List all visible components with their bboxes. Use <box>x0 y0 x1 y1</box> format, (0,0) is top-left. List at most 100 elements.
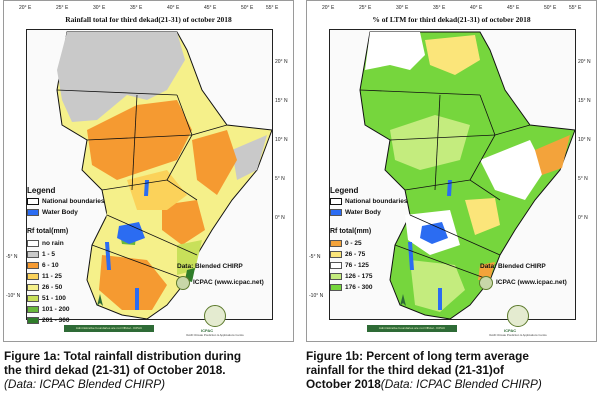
lon-tick: 50° E <box>241 5 254 11</box>
class-swatch <box>27 240 39 247</box>
rain-class-6-10 <box>99 255 167 310</box>
caption-line-3: October 2018 <box>306 377 381 391</box>
rain-class-1-5 <box>232 135 267 180</box>
lake-tanganyika <box>105 242 111 270</box>
legend-class: 26 - 75 <box>330 250 365 259</box>
class-label: 176 - 300 <box>345 284 373 291</box>
icpac-logo-icon <box>507 305 529 327</box>
class-label: 6 - 10 <box>42 262 59 269</box>
lake-turkana <box>144 180 149 196</box>
legend-title: Legend <box>27 186 56 195</box>
class-swatch <box>330 251 342 258</box>
lake-victoria <box>117 222 145 244</box>
legend-title: Legend <box>330 186 359 195</box>
lat-tick: 10° N <box>275 137 288 143</box>
lon-tick: 40° E <box>167 5 180 11</box>
class-swatch <box>27 317 39 324</box>
legend-class: 51 - 100 <box>27 294 66 303</box>
pct-class-126-175 <box>410 260 465 312</box>
class-swatch <box>330 273 342 280</box>
icpac-logo-icon <box>204 305 226 327</box>
rain-class-6-10 <box>87 100 192 180</box>
class-swatch <box>330 284 342 291</box>
icpac-seal-icon <box>479 276 493 290</box>
lat-tick: -10° N <box>6 293 21 299</box>
map-frame <box>329 29 576 320</box>
caption-line: rainfall for the third dekad (21-31)of <box>306 363 504 377</box>
icpac-seal-icon <box>176 276 190 290</box>
lat-tick: 0° N <box>275 215 285 221</box>
pct-class-26-75 <box>425 35 480 75</box>
figure-1b-caption: Figure 1b: Percent of long term average … <box>306 349 542 391</box>
lon-tick: 35° E <box>433 5 446 11</box>
water-swatch <box>330 209 342 216</box>
lon-tick: 30° E <box>396 5 409 11</box>
lon-tick: 20° E <box>322 5 335 11</box>
legend-class: 76 - 125 <box>330 261 369 270</box>
region-base <box>359 31 575 319</box>
class-label: 1 - 5 <box>42 251 56 258</box>
legend-label: Water Body <box>345 209 381 216</box>
lat-tick: 10° N <box>578 137 591 143</box>
pct-class-76-125 <box>480 140 545 200</box>
data-source: Data: Blended CHIRP <box>177 263 243 270</box>
class-label: 51 - 100 <box>42 295 66 302</box>
data-source: Data: Blended CHIRP <box>480 263 546 270</box>
legend-water-body: Water Body <box>330 208 381 217</box>
legend-class: no rain <box>27 239 64 248</box>
lake-tanganyika <box>408 242 414 270</box>
legend-water-body: Water Body <box>27 208 78 217</box>
lon-tick: 45° E <box>204 5 217 11</box>
boundary-swatch <box>330 198 342 205</box>
rainfall-map <box>56 31 272 319</box>
lat-tick: 20° N <box>578 59 591 65</box>
pct-class-26-75 <box>465 198 500 235</box>
lon-tick: 55° E <box>266 5 279 11</box>
north-arrow-icon <box>400 293 406 306</box>
caption-line: Figure 1a: Total rainfall distribution d… <box>4 349 242 363</box>
legend-class: 176 - 300 <box>330 283 372 292</box>
percent-ltm-map-panel: % of LTM for third dekad(21-31) of octob… <box>306 0 597 342</box>
lat-tick: 0° N <box>578 215 588 221</box>
legend-national-boundaries: National boundaries <box>27 197 104 206</box>
lon-tick: 50° E <box>544 5 557 11</box>
lat-tick: -10° N <box>309 293 324 299</box>
lon-tick: 35° E <box>130 5 143 11</box>
figure-1a-caption: Figure 1a: Total rainfall distribution d… <box>4 349 241 391</box>
lat-tick: 15° N <box>275 98 288 104</box>
legend-class: 26 - 50 <box>27 283 62 292</box>
legend-class: 126 - 175 <box>330 272 372 281</box>
class-swatch <box>27 284 39 291</box>
lake-malawi <box>438 288 442 310</box>
boundary-swatch <box>27 198 39 205</box>
lon-tick: 55° E <box>569 5 582 11</box>
caption-line: Figure 1b: Percent of long term average <box>306 349 529 363</box>
boundary-disclaimer: Administrative boundaries are not Offici… <box>64 325 154 332</box>
pct-class-0-25 <box>478 262 495 280</box>
legend-label: National boundaries <box>42 198 105 205</box>
rf-legend-title: Rf total(mm) <box>27 228 69 235</box>
caption-line: the third dekad (21-31) of October 2018. <box>4 363 226 377</box>
lat-tick: 5° N <box>275 176 285 182</box>
map-frame <box>26 29 273 320</box>
map-title: % of LTM for third dekad(21-31) of octob… <box>372 15 531 24</box>
rain-class-6-10 <box>192 130 237 195</box>
pct-class-76-125 <box>365 32 425 70</box>
lake-malawi <box>135 288 139 310</box>
lon-tick: 30° E <box>93 5 106 11</box>
class-swatch <box>27 273 39 280</box>
north-arrow-icon <box>97 293 103 306</box>
class-label: 101 - 200 <box>42 306 70 313</box>
rain-class-1-5 <box>57 32 185 122</box>
org-name: ICPAC <box>504 328 517 333</box>
org-subtitle: IGAD Climate Prediction & Applications C… <box>489 333 547 337</box>
lat-tick: 20° N <box>275 59 288 65</box>
org-subtitle: IGAD Climate Prediction & Applications C… <box>186 333 244 337</box>
water-swatch <box>27 209 39 216</box>
lon-tick: 25° E <box>359 5 372 11</box>
caption-note: (Data: ICPAC Blended CHIRP) <box>4 377 166 391</box>
legend-label: Water Body <box>42 209 78 216</box>
caption-line: October 2018(Data: ICPAC Blended CHIRP) <box>306 377 542 391</box>
credit: ICPAC (www.icpac.net) <box>193 279 264 286</box>
legend-class: 6 - 10 <box>27 261 59 270</box>
